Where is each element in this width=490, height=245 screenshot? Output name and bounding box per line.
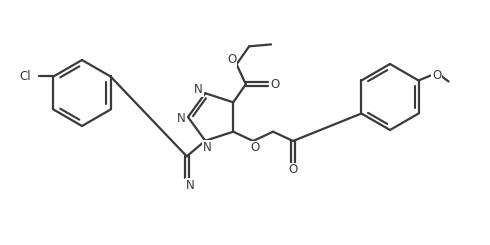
Text: N: N	[203, 141, 212, 154]
Text: O: O	[227, 53, 236, 66]
Text: Cl: Cl	[20, 70, 31, 83]
Text: O: O	[270, 78, 279, 91]
Text: N: N	[186, 179, 195, 192]
Text: O: O	[432, 69, 441, 82]
Text: O: O	[250, 142, 260, 155]
Text: O: O	[289, 163, 297, 176]
Text: N: N	[194, 83, 203, 96]
Text: N: N	[176, 112, 185, 125]
